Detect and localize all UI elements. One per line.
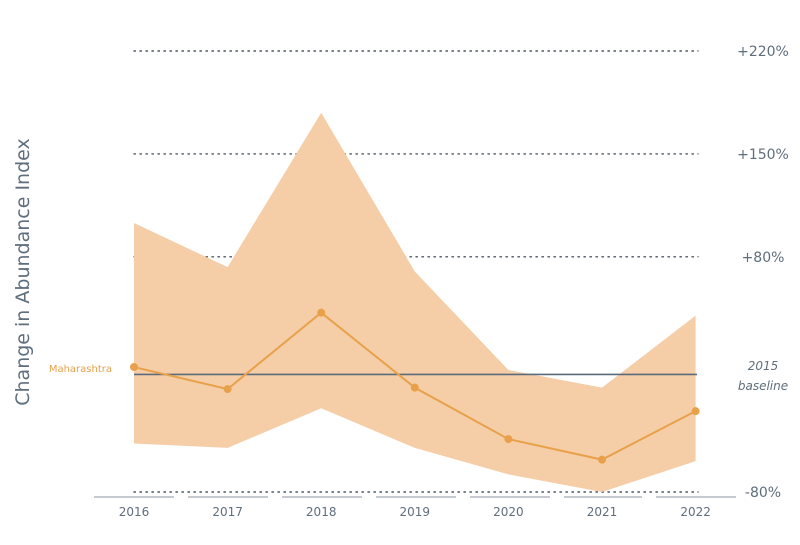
data-point: [504, 435, 513, 444]
x-tick-label: 2019: [400, 505, 431, 519]
series-label: Maharashtra: [49, 364, 112, 375]
x-tick-label: 2022: [680, 505, 711, 519]
y-tick-label: +80%: [742, 250, 785, 266]
gridlines: [133, 50, 699, 493]
baseline-label-year: 2015: [748, 359, 779, 373]
y-tick-label: -80%: [745, 485, 781, 501]
data-point: [223, 385, 232, 394]
data-point: [130, 363, 138, 372]
x-tick-label: 2017: [212, 505, 243, 519]
x-tick-label: 2018: [306, 505, 337, 519]
data-point: [317, 308, 326, 317]
baseline-label-text: baseline: [738, 379, 788, 393]
y-axis-label: Change in Abundance Index: [12, 138, 34, 406]
data-point: [691, 407, 700, 416]
y-axis-ticks: +220% +150% +80% -80%: [737, 44, 789, 501]
data-point: [410, 383, 419, 392]
data-point: [598, 455, 606, 464]
x-tick-label: 2020: [493, 505, 524, 519]
x-tick-label: 2021: [587, 505, 618, 519]
x-axis: 2016 2017 2018 2019 2020 2021 2022: [94, 496, 736, 519]
series-points-layer: [130, 308, 700, 464]
confidence-band: [134, 112, 696, 493]
x-tick-label: 2016: [119, 505, 150, 519]
y-tick-label: +150%: [737, 147, 789, 163]
y-tick-label: +220%: [737, 44, 789, 60]
confidence-band-layer: [134, 112, 696, 493]
